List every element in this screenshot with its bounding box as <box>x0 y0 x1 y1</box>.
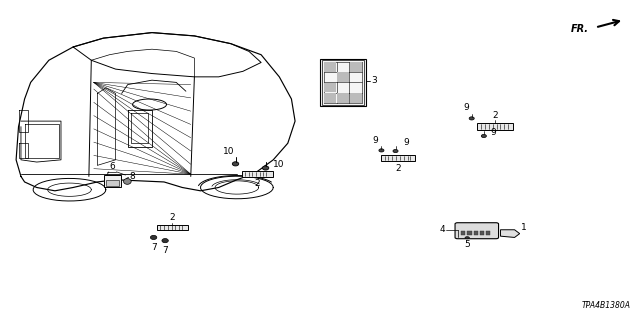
Text: 9: 9 <box>403 138 409 147</box>
FancyBboxPatch shape <box>455 223 499 239</box>
Bar <box>477 123 513 130</box>
Text: 3: 3 <box>371 76 377 85</box>
Text: 8: 8 <box>129 172 135 181</box>
Bar <box>486 231 490 235</box>
Bar <box>350 62 362 72</box>
Bar <box>157 225 188 230</box>
Text: TPA4B1380A: TPA4B1380A <box>581 301 630 310</box>
Bar <box>461 231 465 235</box>
Text: 10: 10 <box>273 160 285 169</box>
Text: FR.: FR. <box>571 24 589 35</box>
Bar <box>324 83 336 92</box>
Ellipse shape <box>379 149 384 152</box>
Bar <box>467 231 472 235</box>
Bar <box>322 60 364 105</box>
Text: 2: 2 <box>396 164 401 173</box>
Bar <box>320 59 366 106</box>
Text: 7: 7 <box>151 243 156 252</box>
Ellipse shape <box>469 117 474 120</box>
Bar <box>104 175 121 187</box>
Bar <box>106 180 119 186</box>
Text: 2: 2 <box>255 179 260 188</box>
Bar <box>350 93 362 103</box>
Text: 2: 2 <box>492 111 497 120</box>
Text: 6: 6 <box>110 162 115 171</box>
Text: 9: 9 <box>372 136 378 145</box>
Polygon shape <box>500 230 520 237</box>
Ellipse shape <box>124 179 131 184</box>
Bar <box>474 231 478 235</box>
Text: 1: 1 <box>521 223 527 232</box>
Text: 2: 2 <box>170 213 175 222</box>
Text: 4: 4 <box>439 225 445 234</box>
Bar <box>337 93 349 103</box>
Text: 9: 9 <box>464 103 469 112</box>
Text: 7: 7 <box>163 246 168 255</box>
Bar <box>480 231 484 235</box>
Ellipse shape <box>232 162 239 166</box>
Ellipse shape <box>465 236 470 239</box>
Ellipse shape <box>162 239 168 243</box>
Ellipse shape <box>393 149 398 153</box>
Bar <box>242 171 273 177</box>
Ellipse shape <box>150 236 157 239</box>
Bar <box>381 155 415 161</box>
Text: 9: 9 <box>490 128 496 137</box>
Ellipse shape <box>262 166 269 170</box>
Ellipse shape <box>481 134 486 138</box>
Bar <box>324 62 336 72</box>
Text: 5: 5 <box>465 240 470 249</box>
Bar <box>324 93 336 103</box>
Bar <box>337 72 349 82</box>
Text: 10: 10 <box>223 147 235 156</box>
